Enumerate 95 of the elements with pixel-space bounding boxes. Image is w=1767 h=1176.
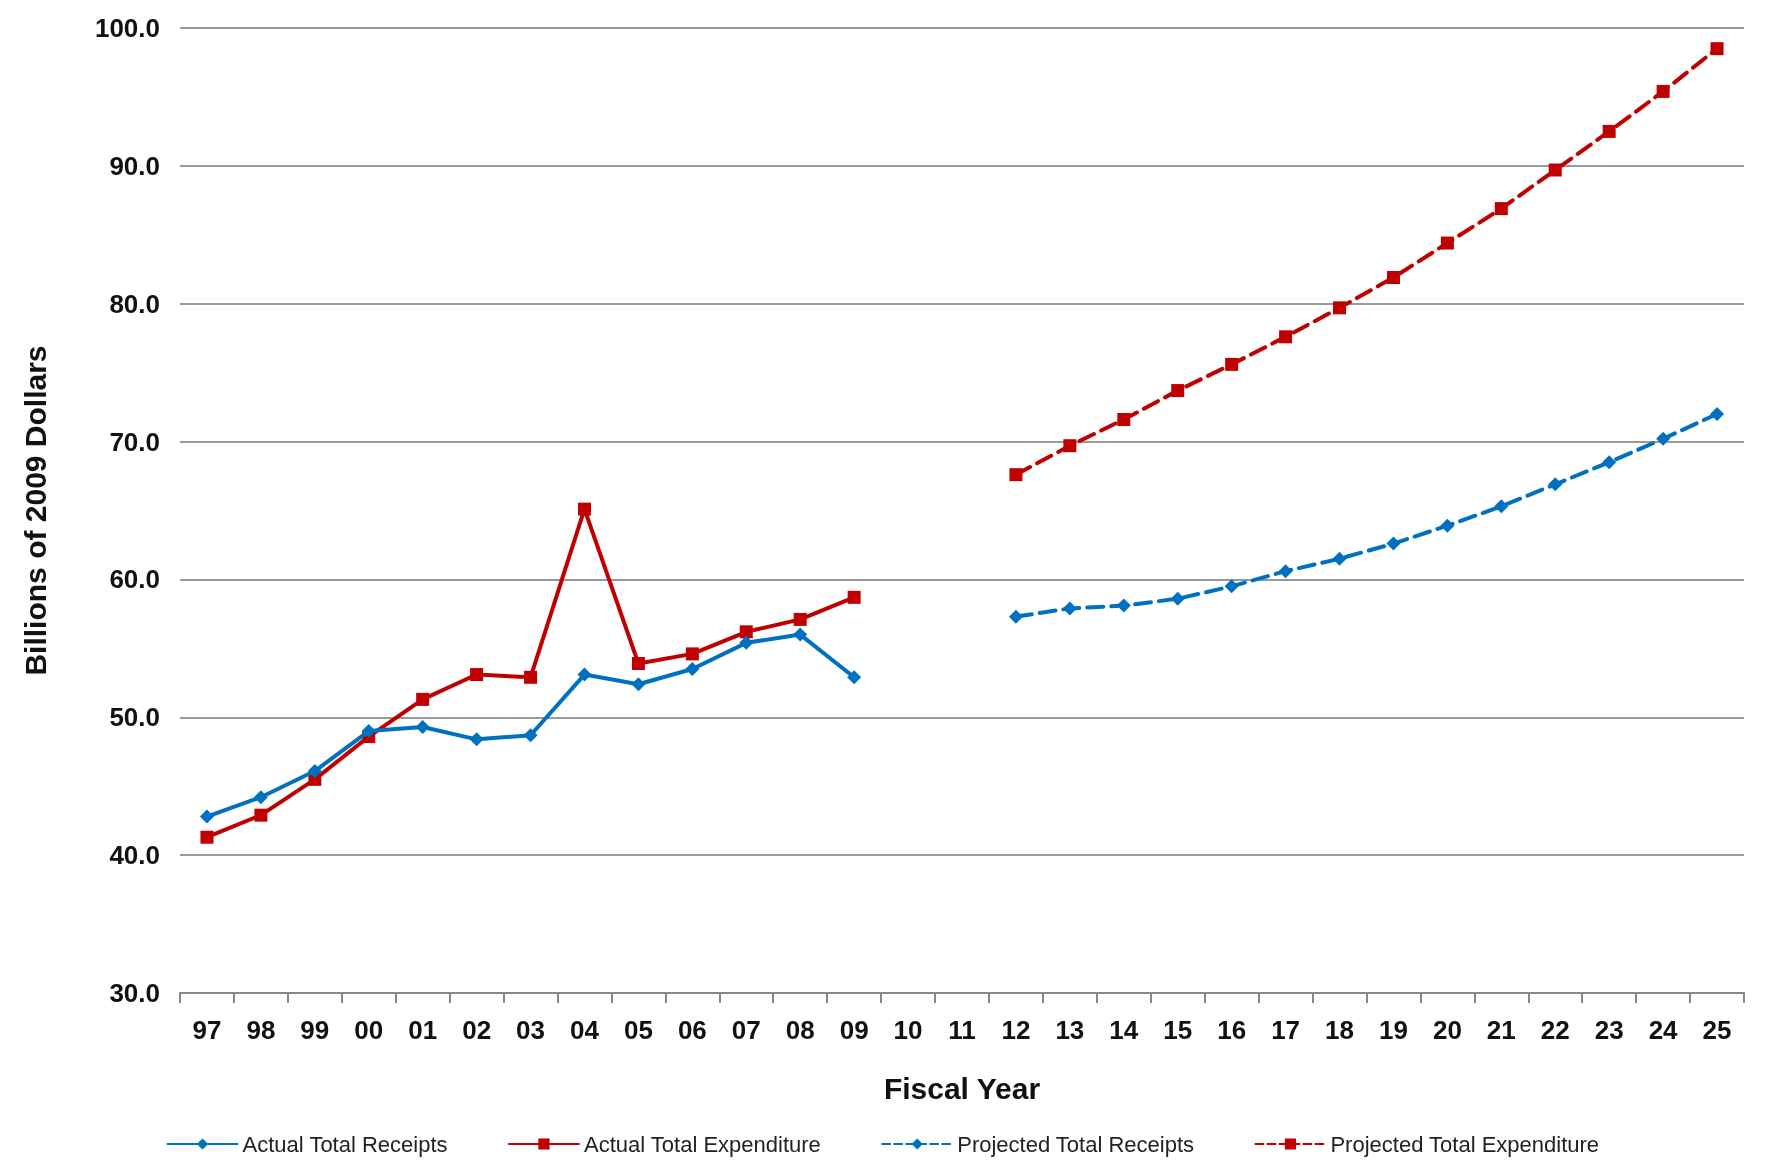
- y-axis-title: Billions of 2009 Dollars: [18, 345, 52, 676]
- x-tick-label: 01: [408, 1015, 438, 1045]
- x-tick-label: 03: [516, 1015, 546, 1045]
- y-tick-label: 50.0: [109, 702, 160, 733]
- point: [1333, 301, 1347, 315]
- y-tick-label: 100.0: [94, 13, 160, 43]
- y-tick-label: 30.0: [109, 978, 160, 1008]
- point: [1656, 84, 1670, 98]
- x-tick-label: 25: [1702, 1015, 1732, 1045]
- point: [524, 670, 538, 684]
- y-tick-label: 80.0: [109, 288, 160, 319]
- point: [361, 724, 376, 739]
- y-tick-label: 70.0: [109, 426, 160, 457]
- point: [1494, 499, 1509, 514]
- point: [1278, 564, 1293, 579]
- point: [1602, 455, 1617, 470]
- point: [1710, 42, 1724, 56]
- x-tick-label: 05: [623, 1015, 653, 1045]
- point: [577, 667, 592, 682]
- point: [1224, 579, 1239, 594]
- point: [631, 677, 646, 692]
- point: [1386, 536, 1401, 551]
- x-tick-label: 16: [1217, 1015, 1247, 1045]
- x-tick-label: 18: [1325, 1015, 1354, 1045]
- y-tick-label: 60.0: [109, 564, 160, 595]
- x-tick-label: 97: [192, 1015, 222, 1045]
- x-tick-label: 04: [570, 1015, 600, 1045]
- point: [253, 790, 268, 805]
- y-tick-label: 40.0: [109, 840, 160, 871]
- point: [199, 809, 214, 824]
- x-tick-label: 00: [354, 1015, 384, 1045]
- point: [1494, 202, 1508, 216]
- point: [1063, 439, 1077, 453]
- point: [1602, 124, 1616, 138]
- point: [793, 612, 807, 626]
- point: [1386, 271, 1400, 285]
- point: [469, 732, 484, 747]
- x-tick-label: 23: [1594, 1015, 1624, 1045]
- point: [1279, 330, 1293, 344]
- point: [739, 625, 753, 639]
- x-tick-label: 13: [1055, 1015, 1085, 1045]
- point: [685, 662, 700, 677]
- point: [416, 692, 430, 706]
- legend-label: Actual Total Receipts: [242, 1131, 448, 1157]
- point: [1548, 477, 1563, 492]
- x-tick-label: 06: [677, 1015, 707, 1045]
- x-tick-label: 14: [1109, 1015, 1139, 1045]
- point: [200, 830, 214, 844]
- point: [577, 502, 591, 516]
- x-axis-title: Fiscal Year: [883, 1071, 1041, 1105]
- point: [847, 670, 862, 685]
- x-tick-label: 21: [1486, 1015, 1516, 1045]
- x-tick-label: 02: [462, 1015, 492, 1045]
- point: [1656, 431, 1671, 446]
- point: [470, 668, 484, 682]
- point: [1440, 236, 1454, 250]
- point: [1170, 591, 1185, 606]
- x-tick-label: 10: [893, 1015, 923, 1045]
- x-tick-label: 99: [300, 1015, 330, 1045]
- point: [1116, 598, 1131, 613]
- x-tick-label: 17: [1271, 1015, 1301, 1045]
- point: [631, 657, 645, 671]
- point: [415, 719, 430, 734]
- point: [1710, 407, 1725, 421]
- legend-label: Projected Total Expenditure: [1330, 1131, 1600, 1157]
- point: [1440, 518, 1455, 533]
- x-tick-label: 19: [1378, 1015, 1408, 1045]
- y-tick-label: 90.0: [109, 150, 160, 181]
- point: [1008, 609, 1023, 624]
- point: [1062, 601, 1077, 616]
- point: [1332, 551, 1347, 566]
- point: [1548, 163, 1562, 177]
- x-tick-label: 08: [785, 1015, 815, 1045]
- point: [307, 764, 322, 779]
- legend-label: Actual Total Expenditure: [583, 1131, 821, 1157]
- x-tick-label: 12: [1001, 1015, 1031, 1045]
- point: [793, 627, 808, 642]
- x-tick-label: 22: [1540, 1015, 1570, 1045]
- point: [1171, 384, 1185, 398]
- x-tick-label: 07: [731, 1015, 761, 1045]
- point: [1009, 468, 1023, 482]
- point: [847, 590, 861, 604]
- point: [523, 728, 538, 743]
- point: [739, 635, 754, 650]
- legend-label: Projected Total Receipts: [957, 1131, 1195, 1157]
- x-tick-label: 11: [948, 1015, 976, 1045]
- point: [254, 808, 268, 822]
- x-tick-label: 09: [839, 1015, 869, 1045]
- x-tick-label: 20: [1432, 1015, 1462, 1045]
- point: [1117, 413, 1131, 427]
- x-tick-label: 98: [246, 1015, 276, 1045]
- x-tick-label: 15: [1163, 1015, 1193, 1045]
- point: [685, 647, 699, 661]
- x-tick-label: 24: [1648, 1015, 1679, 1045]
- point: [1225, 357, 1239, 371]
